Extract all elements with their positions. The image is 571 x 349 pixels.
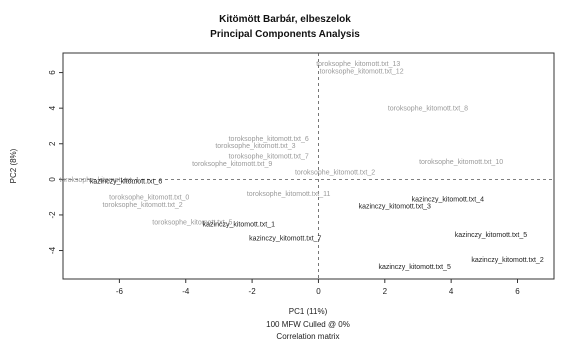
point-label: toroksophe_kitomott.txt_13 <box>316 61 400 68</box>
x-axis-ticks: -6 -4 -2 0 2 4 6 <box>116 279 520 296</box>
point-label: toroksophe_kitomott.txt_6 <box>229 136 309 143</box>
x-tick-label: -2 <box>249 287 257 296</box>
point-label: kazinczy_kitomott.txt_3 <box>359 204 431 211</box>
point-labels: toroksophe_kitomott.txt_13toroksophe_kit… <box>59 61 543 271</box>
y-axis-ticks: 6 4 2 0 -2 -4 <box>48 70 63 254</box>
x-tick-label: -4 <box>182 287 190 296</box>
point-label: toroksophe_kitomott.txt_11 <box>247 191 331 198</box>
point-label: toroksophe_kitomott.txt_10 <box>419 159 503 166</box>
point-label: toroksophe_kitomott.txt_9 <box>192 161 272 168</box>
point-label: kazinczy_kitomott.txt_1 <box>203 221 275 228</box>
x-axis-label: PC1 (11%) <box>289 307 328 316</box>
x-tick-label: 6 <box>515 287 520 296</box>
point-label: toroksophe_kitomott.txt_8 <box>388 106 468 113</box>
x-tick-label: 2 <box>383 287 388 296</box>
reference-lines <box>63 53 554 279</box>
chart-subtitle: Principal Components Analysis <box>210 29 360 40</box>
y-tick-label: 4 <box>48 105 57 110</box>
y-tick-label: 6 <box>48 70 57 75</box>
point-label: toroksophe_kitomott.txt_1 <box>59 177 139 184</box>
point-label: toroksophe_kitomott.txt_5 <box>152 220 232 227</box>
x-tick-label: 0 <box>316 287 321 296</box>
footer-line-1: 100 MFW Culled @ 0% <box>266 320 350 329</box>
y-tick-label: 0 <box>48 177 57 182</box>
footer-line-2: Correlation matrix <box>276 332 339 341</box>
chart-title: Kitömött Barbár, elbeszelok <box>219 14 351 25</box>
y-tick-label: -2 <box>48 211 57 219</box>
point-label: toroksophe_kitomott.txt_2 <box>103 202 183 209</box>
point-label: toroksophe_kitomott.txt_2 <box>295 170 375 177</box>
plot-frame <box>62 52 555 280</box>
point-label: kazinczy_kitomott.txt_4 <box>412 196 484 203</box>
point-label: kazinczy_kitomott.txt_5 <box>378 264 450 271</box>
point-label: kazinczy_kitomott.txt_2 <box>471 257 543 264</box>
y-tick-label: 2 <box>48 141 57 146</box>
point-label: toroksophe_kitomott.txt_3 <box>215 143 295 150</box>
point-label: toroksophe_kitomott.txt_12 <box>320 68 404 75</box>
point-label: toroksophe_kitomott.txt_7 <box>229 154 309 161</box>
x-tick-label: -6 <box>116 287 124 296</box>
x-tick-label: 4 <box>449 287 454 296</box>
y-tick-label: -4 <box>48 246 57 254</box>
point-label: kazinczy_kitomott.txt_6 <box>90 179 162 186</box>
point-label: toroksophe_kitomott.txt_0 <box>109 195 189 202</box>
point-label: kazinczy_kitomott.txt_5 <box>455 232 527 239</box>
point-label: kazinczy_kitomott.txt_7 <box>249 236 321 243</box>
y-axis-label: PC2 (8%) <box>9 148 18 183</box>
